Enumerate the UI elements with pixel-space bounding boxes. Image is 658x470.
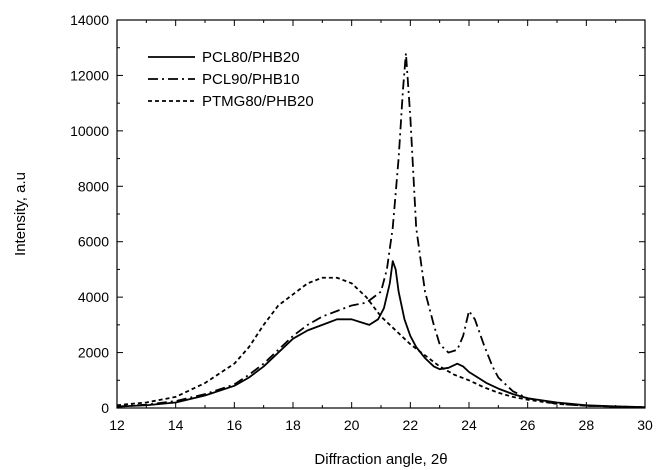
x-tick-label: 14 <box>168 417 184 433</box>
x-tick-label: 26 <box>520 417 536 433</box>
x-axis: 12 14 16 18 20 22 24 26 28 30 <box>109 20 653 433</box>
series-line-2 <box>116 52 646 409</box>
x-tick-label: 12 <box>109 417 125 433</box>
y-tick-label: 0 <box>101 400 109 416</box>
x-tick-label: 30 <box>637 417 653 433</box>
x-tick-label: 16 <box>227 417 243 433</box>
y-axis-label: Intensity, a.u <box>12 172 29 256</box>
legend: PCL80/PHB20 PCL90/PHB10 PTMG80/PHB20 <box>148 49 314 110</box>
plot-area: 12 14 16 18 20 22 24 26 28 30 0 2000 4000 6000 8000 10… <box>70 12 653 433</box>
x-tick-label: 24 <box>461 417 477 433</box>
series-line-3 <box>116 276 646 409</box>
y-tick-label: 2000 <box>78 345 109 361</box>
legend-label-3: PTMG80/PHB20 <box>202 93 314 110</box>
y-tick-label: 10000 <box>70 123 109 139</box>
x-tick-label: 28 <box>579 417 595 433</box>
y-tick-label: 4000 <box>78 289 109 305</box>
y-axis: 0 2000 4000 6000 8000 10000 12000 14000 <box>70 12 645 416</box>
x-tick-label: 22 <box>403 417 419 433</box>
legend-label-2: PCL90/PHB10 <box>202 71 300 88</box>
y-tick-label: 8000 <box>78 178 109 194</box>
plot-frame <box>116 19 646 409</box>
x-axis-label: Diffraction angle, 2θ <box>314 451 447 468</box>
legend-label-1: PCL80/PHB20 <box>202 49 300 66</box>
series-layer <box>116 52 646 409</box>
series-line-1 <box>116 260 646 409</box>
y-tick-label: 12000 <box>70 67 109 83</box>
y-tick-label: 6000 <box>78 234 109 250</box>
x-tick-label: 20 <box>344 417 360 433</box>
y-tick-label: 14000 <box>70 12 109 28</box>
x-tick-label: 18 <box>285 417 301 433</box>
